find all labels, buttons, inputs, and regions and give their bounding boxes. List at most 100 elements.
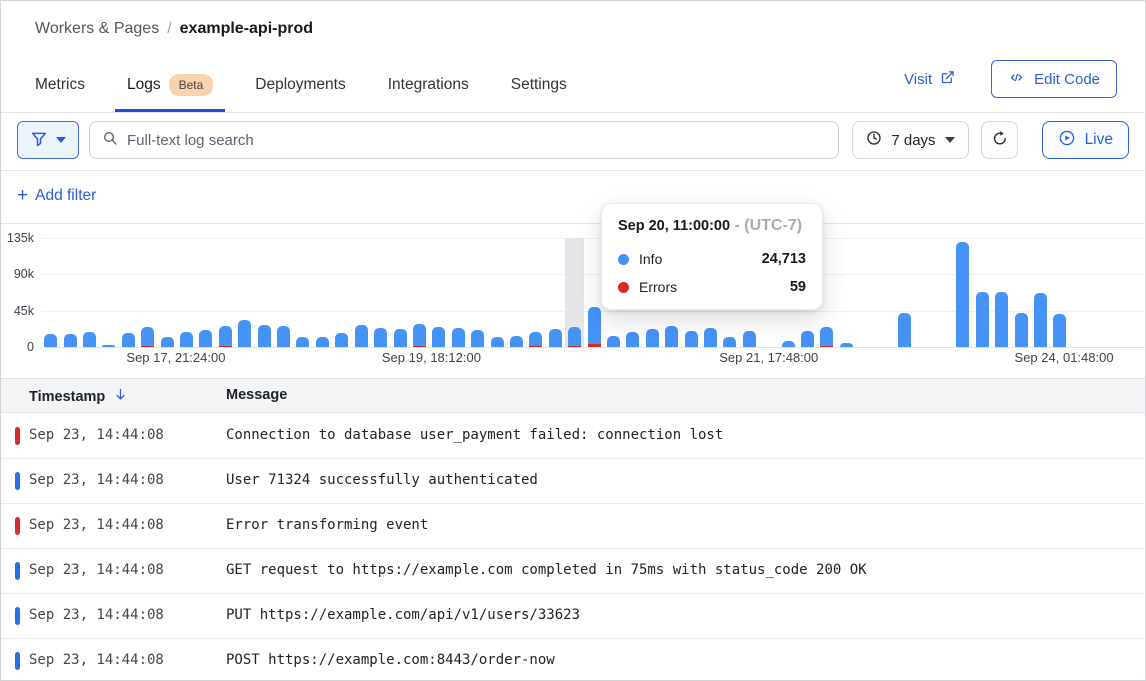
chart-bar[interactable]	[410, 238, 429, 347]
tab-deployments[interactable]: Deployments	[243, 61, 357, 112]
header-divider	[1, 112, 1145, 113]
severity-indicator-info	[15, 652, 20, 670]
y-axis-tick: 90k	[13, 267, 34, 281]
severity-indicator-info	[15, 472, 20, 490]
chart-bar[interactable]	[99, 238, 118, 347]
column-header-timestamp[interactable]: Timestamp	[29, 387, 128, 406]
chart-bar[interactable]	[895, 238, 914, 347]
chart-bar[interactable]	[1031, 238, 1050, 347]
log-row[interactable]: Sep 23, 14:44:08 Connection to database u…	[1, 414, 1145, 459]
chart-bar[interactable]	[449, 238, 468, 347]
chart-bar[interactable]	[1128, 238, 1145, 347]
breadcrumb-section[interactable]: Workers & Pages	[35, 20, 160, 37]
edit-code-button[interactable]: Edit Code	[991, 60, 1117, 98]
visit-link[interactable]: Visit	[904, 70, 955, 89]
chart-bar[interactable]	[371, 238, 390, 347]
chart-bar[interactable]	[487, 238, 506, 347]
chart-bar[interactable]	[604, 238, 623, 347]
chart-bar[interactable]	[720, 238, 739, 347]
tab-integrations[interactable]: Integrations	[376, 61, 481, 112]
chart-bar[interactable]	[546, 238, 565, 347]
chart-bar[interactable]	[41, 238, 60, 347]
chart-bar[interactable]	[701, 238, 720, 347]
chart-bar[interactable]	[138, 238, 157, 347]
section-divider	[1, 170, 1145, 171]
log-row[interactable]: Sep 23, 14:44:08 POST https://example.com…	[1, 639, 1145, 680]
refresh-button[interactable]	[980, 121, 1018, 159]
chart-bar[interactable]	[507, 238, 526, 347]
log-timestamp: Sep 23, 14:44:08	[29, 472, 164, 488]
log-timestamp: Sep 23, 14:44:08	[29, 562, 164, 578]
time-range-dropdown[interactable]: 7 days	[852, 121, 969, 159]
chart-bar[interactable]	[1011, 238, 1030, 347]
add-filter-label: Add filter	[35, 186, 97, 204]
chart-bar[interactable]	[817, 238, 836, 347]
chart-bar[interactable]	[468, 238, 487, 347]
filter-dropdown-button[interactable]	[17, 121, 79, 159]
error-segment	[587, 344, 601, 347]
chart-bar[interactable]	[1108, 238, 1127, 347]
log-row[interactable]: Sep 23, 14:44:08 PUT https://example.com/…	[1, 594, 1145, 639]
column-header-message[interactable]: Message	[226, 387, 287, 403]
chart-bar[interactable]	[973, 238, 992, 347]
chart-bar[interactable]	[740, 238, 759, 347]
chart-bar[interactable]	[526, 238, 545, 347]
chart-bar[interactable]	[681, 238, 700, 347]
chart-bar[interactable]	[1089, 238, 1108, 347]
chart-bar[interactable]	[875, 238, 894, 347]
tab-settings[interactable]: Settings	[499, 61, 579, 112]
chart-bar[interactable]	[254, 238, 273, 347]
chart-bar[interactable]	[177, 238, 196, 347]
chart-bar[interactable]	[390, 238, 409, 347]
chart-bar[interactable]	[235, 238, 254, 347]
log-row[interactable]: Sep 23, 14:44:08 User 71324 successfully …	[1, 459, 1145, 504]
chart-bar[interactable]	[623, 238, 642, 347]
error-segment	[218, 345, 232, 347]
tab-label: Deployments	[255, 76, 346, 93]
chart-bar[interactable]	[914, 238, 933, 347]
log-row[interactable]: Sep 23, 14:44:08 GET request to https://e…	[1, 549, 1145, 594]
chart-bar[interactable]	[1070, 238, 1089, 347]
live-button[interactable]: Live	[1041, 121, 1129, 159]
beta-badge: Beta	[168, 74, 214, 96]
search-input[interactable]	[127, 131, 827, 149]
chart-bar[interactable]	[313, 238, 332, 347]
chart-bar[interactable]	[332, 238, 351, 347]
column-label: Message	[226, 387, 288, 403]
log-row[interactable]: Sep 23, 14:44:08 Error transforming event	[1, 504, 1145, 549]
chart-bar[interactable]	[119, 238, 138, 347]
chart-bar[interactable]	[934, 238, 953, 347]
chart-bar[interactable]	[584, 238, 603, 347]
chart-bar[interactable]	[992, 238, 1011, 347]
gridline	[41, 238, 1145, 239]
chart-bar[interactable]	[352, 238, 371, 347]
search-box[interactable]	[89, 121, 840, 159]
error-segment	[820, 345, 834, 347]
tab-metrics[interactable]: Metrics	[23, 61, 97, 112]
chart-bar[interactable]	[662, 238, 681, 347]
chart-bar[interactable]	[274, 238, 293, 347]
chart-bar[interactable]	[798, 238, 817, 347]
log-message: User 71324 successfully authenticated	[226, 472, 538, 488]
chart-bar[interactable]	[60, 238, 79, 347]
chart-bar[interactable]	[80, 238, 99, 347]
chart-bar[interactable]	[778, 238, 797, 347]
chart-bar[interactable]	[429, 238, 448, 347]
add-filter-button[interactable]: + Add filter	[17, 186, 96, 205]
severity-indicator-info	[15, 607, 20, 625]
chart-baseline	[41, 347, 1145, 348]
chart-bar[interactable]	[953, 238, 972, 347]
chart-bar[interactable]	[196, 238, 215, 347]
error-segment	[529, 345, 543, 347]
chart-bar-hovered[interactable]	[564, 238, 585, 347]
chart-bar[interactable]	[1050, 238, 1069, 347]
chart-bar[interactable]	[216, 238, 235, 347]
visit-label: Visit	[904, 70, 933, 88]
chart-bar[interactable]	[856, 238, 875, 347]
chart-bar[interactable]	[643, 238, 662, 347]
chart-bar[interactable]	[837, 238, 856, 347]
chart-bar[interactable]	[293, 238, 312, 347]
chart-bar[interactable]	[157, 238, 176, 347]
tab-logs[interactable]: Logs Beta	[114, 61, 226, 112]
chevron-down-icon	[56, 137, 66, 143]
